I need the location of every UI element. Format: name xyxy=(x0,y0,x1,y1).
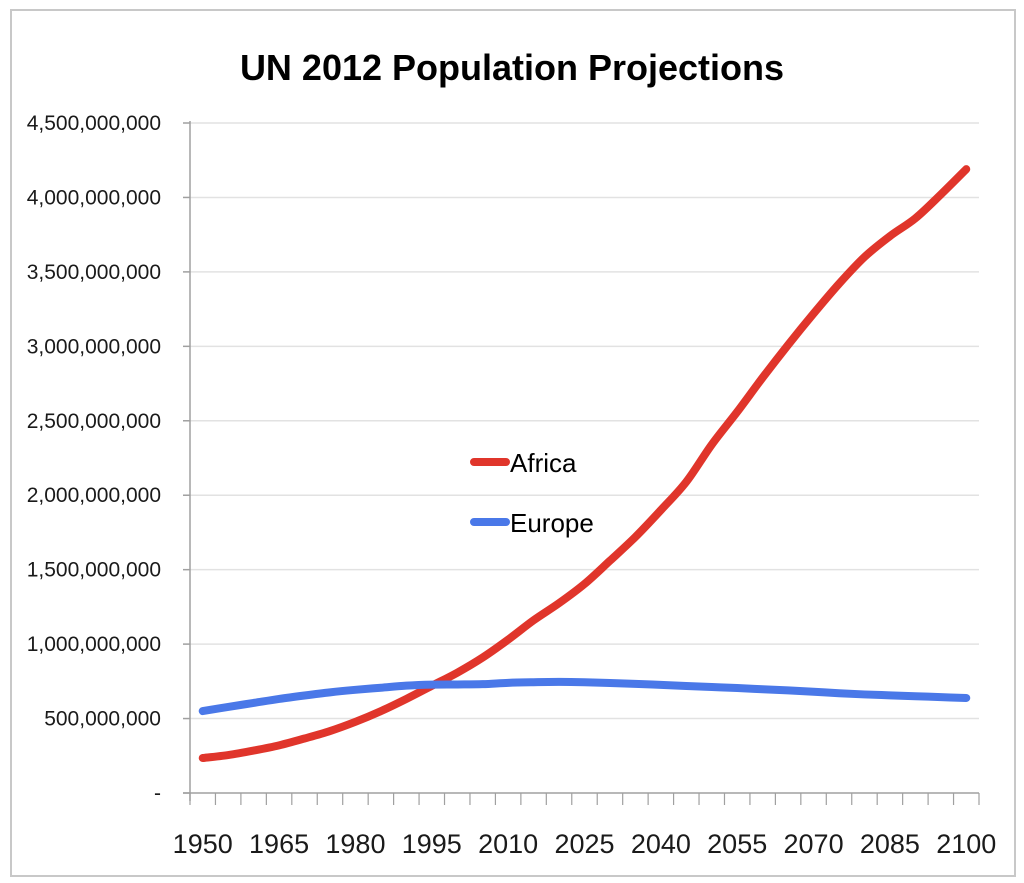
x-tick-label: 2055 xyxy=(707,829,767,859)
series-line-africa xyxy=(198,165,971,763)
y-tick-label: 4,500,000,000 xyxy=(27,112,161,135)
x-tick-label: 2070 xyxy=(784,829,844,859)
x-tick-label: 2085 xyxy=(860,829,920,859)
y-tick-label: 2,500,000,000 xyxy=(27,410,161,433)
chart-title: UN 2012 Population Projections xyxy=(240,47,784,88)
x-tick-label: 1950 xyxy=(173,829,233,859)
x-tick-label: 1980 xyxy=(325,829,385,859)
x-tick-label: 2100 xyxy=(936,829,996,859)
y-tick-label: 4,000,000,000 xyxy=(27,186,161,209)
x-tick-label: 2025 xyxy=(554,829,614,859)
y-tick-label: 2,000,000,000 xyxy=(27,484,161,507)
x-tick-label: 1965 xyxy=(249,829,309,859)
gridlines xyxy=(190,122,979,720)
y-axis: - 500,000,000 1,000,000,000 1,500,000,000 2,… xyxy=(27,112,191,805)
x-axis: 1950 1965 1980 1995 2010 2025 2040 2055 2070 2085… xyxy=(173,792,996,859)
y-tick-label: 500,000,000 xyxy=(44,708,161,731)
x-tick-label: 1995 xyxy=(402,829,462,859)
y-tick-label: 1,500,000,000 xyxy=(27,559,161,582)
y-tick-label: 3,500,000,000 xyxy=(27,261,161,284)
y-tick-label: 1,000,000,000 xyxy=(27,633,161,656)
legend-label: Africa xyxy=(510,448,577,478)
y-tick-label: 3,000,000,000 xyxy=(27,335,161,358)
legend-item-africa: Africa xyxy=(470,448,577,478)
legend-label: Europe xyxy=(510,508,594,538)
chart-frame xyxy=(10,9,1016,877)
series-lines xyxy=(198,165,971,763)
x-tick-label: 2010 xyxy=(478,829,538,859)
legend: Africa Europe xyxy=(470,448,594,538)
legend-item-europe: Europe xyxy=(470,508,594,538)
y-tick-label: - xyxy=(154,782,161,805)
series-line-europe xyxy=(198,677,971,716)
x-tick-label: 2040 xyxy=(631,829,691,859)
